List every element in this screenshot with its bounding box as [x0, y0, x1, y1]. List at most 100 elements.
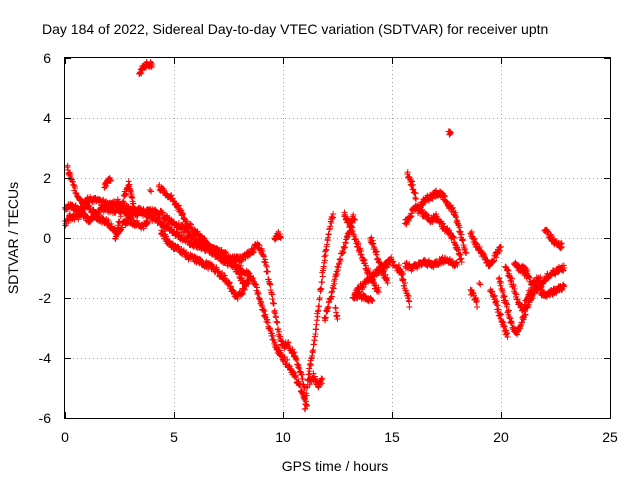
- y-tick-label: 0: [43, 230, 51, 246]
- data-point: [125, 178, 132, 185]
- x-tick-label: 5: [170, 429, 178, 445]
- data-point: [447, 130, 454, 136]
- data-point: [473, 297, 480, 304]
- data-point: [524, 268, 531, 274]
- data-point: [504, 266, 511, 273]
- data-point: [498, 244, 504, 250]
- chart-title: Day 184 of 2022, Sidereal Day-to-day VTE…: [42, 21, 548, 37]
- data-point: [260, 306, 267, 313]
- data-point: [522, 302, 529, 309]
- x-tick-label: 15: [384, 429, 400, 445]
- data-point: [226, 279, 233, 286]
- data-point: [302, 395, 309, 402]
- data-point: [147, 187, 154, 193]
- data-point: [337, 257, 344, 264]
- data-point: [299, 375, 306, 382]
- data-point: [275, 325, 282, 332]
- x-axis-label: GPS time / hours: [282, 458, 389, 474]
- data-point: [334, 316, 341, 322]
- data-point: [505, 307, 512, 314]
- data-point: [322, 314, 329, 321]
- data-point: [384, 280, 391, 286]
- data-point: [522, 311, 529, 318]
- data-point: [241, 286, 248, 293]
- data-point: [310, 347, 317, 354]
- data-point: [561, 265, 568, 271]
- x-tick-label: 0: [61, 429, 69, 445]
- y-tick-label: -6: [39, 410, 52, 426]
- data-point: [406, 298, 413, 305]
- data-point: [274, 319, 281, 326]
- data-point: [316, 294, 323, 301]
- data-point: [119, 205, 126, 212]
- data-point: [499, 289, 506, 296]
- y-tick-label: -2: [39, 290, 52, 306]
- data-point: [471, 235, 478, 242]
- data-point: [117, 213, 124, 220]
- data-points: [62, 59, 568, 413]
- data-point: [361, 260, 368, 267]
- data-point: [267, 281, 274, 288]
- data-point: [227, 283, 234, 290]
- x-tick-label: 20: [493, 429, 509, 445]
- data-point: [412, 190, 419, 197]
- data-point: [72, 184, 79, 191]
- data-point: [399, 271, 406, 277]
- axis-ticks: [65, 58, 611, 419]
- data-point: [400, 276, 407, 283]
- data-point: [456, 224, 463, 231]
- data-point: [237, 262, 244, 269]
- data-point: [253, 281, 260, 288]
- data-point: [501, 293, 508, 300]
- data-point: [334, 270, 341, 277]
- data-point: [303, 392, 310, 399]
- data-point: [116, 220, 123, 227]
- data-point: [260, 253, 267, 260]
- data-point: [508, 275, 515, 282]
- data-point: [284, 356, 291, 363]
- data-point: [328, 293, 335, 300]
- data-point: [496, 274, 503, 281]
- data-point: [325, 304, 332, 311]
- data-point: [375, 289, 382, 295]
- data-point: [474, 304, 481, 310]
- data-point: [453, 214, 460, 221]
- x-tick-labels: 0 5 10 15 20 25: [61, 429, 618, 445]
- data-point: [194, 228, 201, 235]
- data-point: [561, 283, 568, 289]
- data-point: [433, 211, 440, 218]
- data-point: [412, 196, 419, 202]
- data-point: [369, 298, 376, 304]
- data-point: [277, 347, 284, 354]
- data-point: [406, 304, 413, 310]
- data-point: [318, 286, 325, 293]
- data-point: [140, 225, 147, 232]
- data-point: [314, 313, 321, 320]
- data-point: [368, 234, 375, 241]
- data-point: [313, 317, 320, 324]
- data-point: [548, 232, 555, 239]
- data-point: [310, 370, 317, 377]
- data-point: [120, 199, 127, 206]
- data-point: [491, 292, 498, 299]
- data-point: [319, 376, 326, 382]
- data-point: [408, 212, 415, 219]
- data-point: [144, 220, 151, 226]
- data-point: [148, 188, 155, 195]
- data-point: [308, 362, 315, 369]
- data-point: [463, 250, 470, 256]
- y-tick-labels: -6 -4 -2 0 2 4 6: [39, 50, 52, 426]
- data-point: [494, 302, 501, 309]
- data-point: [163, 233, 170, 240]
- data-point: [493, 298, 500, 305]
- data-point: [476, 280, 483, 286]
- data-point: [510, 283, 517, 290]
- data-point: [454, 262, 461, 268]
- data-point: [497, 310, 504, 317]
- data-point: [498, 279, 505, 286]
- y-tick-label: -4: [39, 350, 52, 366]
- data-point: [319, 279, 326, 286]
- data-point: [303, 398, 310, 405]
- data-point: [149, 61, 156, 67]
